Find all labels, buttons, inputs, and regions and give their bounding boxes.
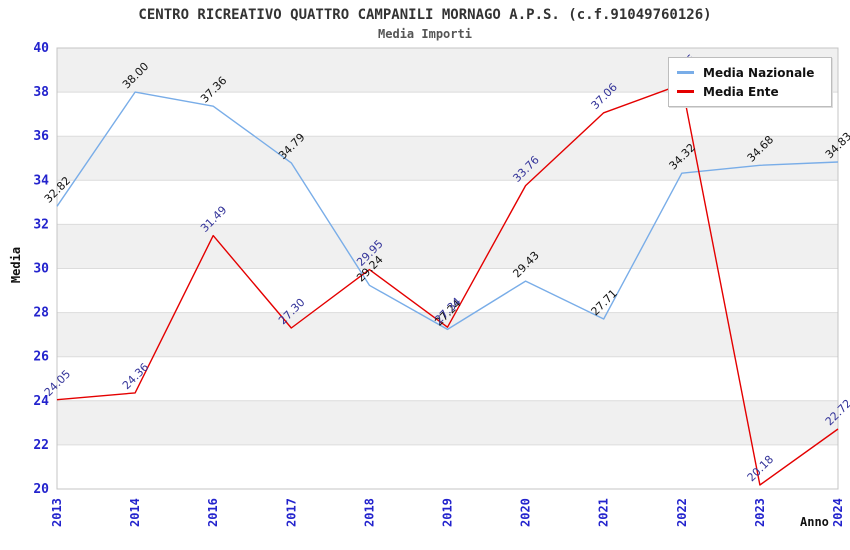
- y-tick-label: 26: [33, 350, 49, 365]
- x-tick-label: 2018: [362, 498, 376, 527]
- y-tick-label: 28: [33, 306, 49, 321]
- y-tick-label: 38: [33, 85, 49, 100]
- x-tick-label: 2013: [50, 498, 64, 527]
- legend: Media Nazionale Media Ente: [668, 57, 832, 107]
- x-tick-label: 2020: [519, 498, 533, 527]
- x-tick-label: 2024: [831, 498, 845, 527]
- y-tick-label: 36: [33, 129, 49, 144]
- y-tick-label: 20: [33, 482, 49, 497]
- legend-swatch-media-nazionale: [677, 71, 694, 74]
- y-tick-label: 32: [33, 217, 49, 232]
- plot-band: [57, 268, 838, 313]
- legend-swatch-media-ente: [677, 90, 694, 93]
- x-tick-label: 2019: [441, 498, 455, 527]
- plot-band: [57, 180, 838, 225]
- y-tick-label: 24: [33, 394, 49, 409]
- plot-band: [57, 312, 838, 357]
- x-tick-label: 2014: [128, 498, 142, 527]
- y-axis-title: Media: [9, 246, 23, 284]
- chart-subtitle: Media Importi: [378, 27, 472, 41]
- legend-label: Media Ente: [703, 84, 779, 99]
- chart-title: CENTRO RICREATIVO QUATTRO CAMPANILI MORN…: [138, 7, 712, 23]
- plot-band: [57, 136, 838, 181]
- plot-band: [57, 400, 838, 445]
- x-tick-label: 2017: [284, 498, 298, 527]
- x-tick-label: 2023: [753, 498, 767, 527]
- series-line-media-nazionale: [56, 91, 839, 331]
- y-tick-label: 34: [33, 173, 49, 188]
- plot-band: [57, 444, 838, 489]
- x-tick-label: 2022: [675, 498, 689, 527]
- legend-item-media-nazionale: Media Nazionale: [677, 63, 823, 82]
- y-tick-label: 40: [33, 41, 49, 56]
- y-tick-label: 30: [33, 262, 49, 277]
- plot-band: [57, 356, 838, 401]
- series-line-media-ente: [56, 83, 839, 486]
- x-tick-label: 2016: [206, 498, 220, 527]
- plot-border: [56, 47, 839, 490]
- legend-item-media-ente: Media Ente: [677, 82, 823, 101]
- legend-label: Media Nazionale: [703, 65, 815, 80]
- y-tick-label: 22: [33, 438, 49, 453]
- x-tick-label: 2021: [597, 498, 611, 527]
- plot-band: [57, 224, 838, 269]
- x-axis-title: Anno: [800, 515, 829, 529]
